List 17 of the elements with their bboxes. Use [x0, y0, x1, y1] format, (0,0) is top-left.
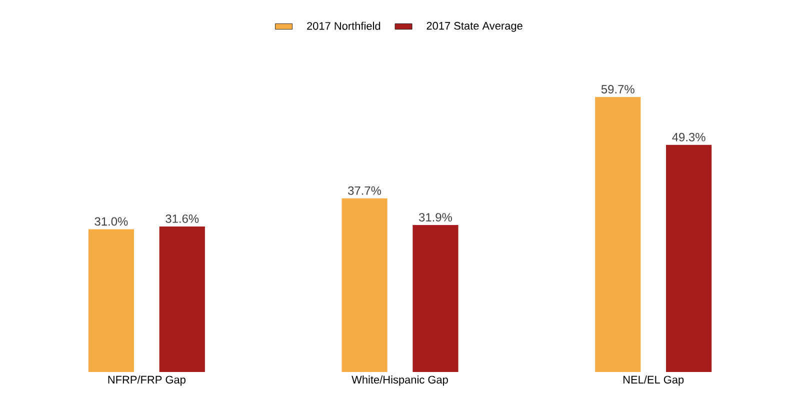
bar: [412, 225, 458, 372]
data-label: 31.0%: [94, 217, 128, 226]
data-label: 31.6%: [166, 214, 199, 223]
bar: [595, 97, 641, 372]
data-label: 37.7%: [348, 186, 382, 195]
bar: [342, 198, 388, 372]
x-tick-label: NEL/EL Gap: [623, 376, 684, 386]
data-label: 31.9%: [418, 213, 452, 222]
data-label: 49.3%: [672, 132, 706, 142]
data-label: 59.7%: [601, 85, 634, 94]
bar: [159, 226, 205, 372]
legend-label: 2017 Northfield: [307, 22, 380, 30]
bar: [88, 229, 134, 372]
bar: [666, 144, 712, 372]
x-tick-label: White/Hispanic Gap: [352, 376, 448, 386]
x-tick-label: NFRP/FRP Gap: [108, 376, 186, 386]
legend-label: 2017 State Average: [426, 22, 522, 32]
